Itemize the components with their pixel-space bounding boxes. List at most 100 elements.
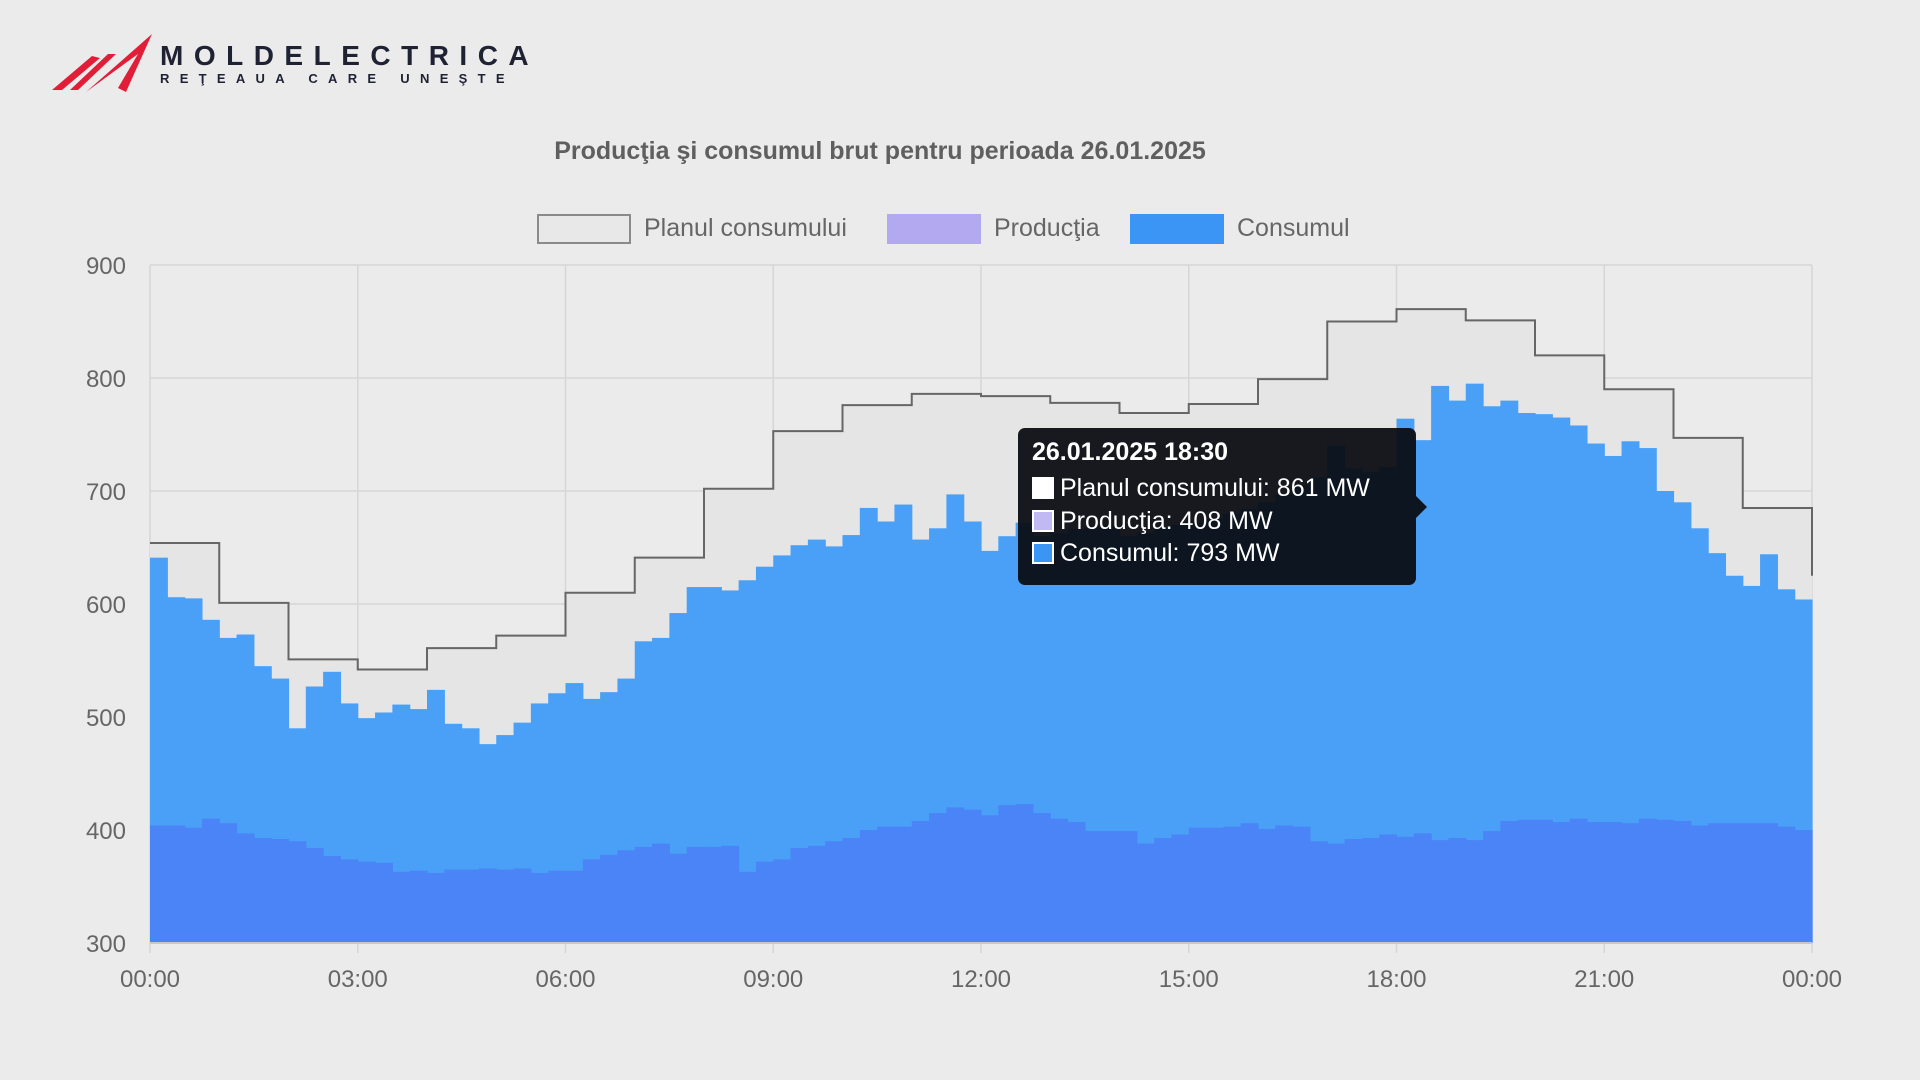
tooltip-label-plan: Planul consumului: 861 MW [1060, 473, 1370, 502]
productia-bar [1154, 837, 1173, 943]
productia-bar [427, 872, 445, 943]
productia-bar [392, 871, 411, 943]
chart-axes: 300 400 500 600 700 800 900 00:00 03:00 06:00 09:0… [86, 253, 1842, 993]
productia-bar [496, 869, 515, 943]
legend-swatch [537, 214, 631, 244]
productia-bar [409, 870, 428, 943]
consumul-bar [1517, 413, 1536, 943]
productia-bar [1621, 823, 1640, 943]
productia-bar [461, 869, 480, 943]
productia-bar [1431, 840, 1450, 943]
productia-bar [981, 815, 999, 943]
tooltip-row-productia: Producţia: 408 MW [1032, 506, 1273, 536]
productia-bar [1725, 823, 1744, 943]
productia-bar [253, 837, 272, 943]
productia-bar [686, 846, 705, 943]
productia-bar [1673, 820, 1692, 943]
productia-bar [1206, 827, 1224, 943]
productia-bar [530, 872, 549, 943]
productia-bar [1708, 823, 1727, 943]
tooltip-title: 26.01.2025 18:30 [1032, 438, 1229, 466]
x-tick-label: 21:00 [1574, 966, 1634, 993]
tooltip-arrow [1416, 496, 1427, 518]
productia-bar [1258, 828, 1276, 943]
productia-bar [1050, 818, 1069, 943]
productia-bar [669, 853, 688, 943]
consumul-bar [1569, 425, 1588, 944]
productia-bar [548, 870, 567, 943]
productia-bar [1465, 840, 1484, 943]
productia-bar [790, 848, 809, 943]
y-tick-label: 500 [86, 705, 126, 732]
x-tick-label: 12:00 [951, 966, 1011, 993]
productia-bar [375, 862, 393, 943]
productia-bar [1102, 831, 1121, 943]
consumul-bar [1465, 383, 1484, 943]
productia-bar [184, 827, 203, 943]
consumul-bar [755, 566, 774, 943]
productia-bar [1760, 823, 1778, 943]
x-tick-label: 00:00 [120, 966, 180, 993]
productia-bar [1638, 818, 1657, 943]
tooltip-label-consumul: Consumul: 793 MW [1060, 538, 1280, 567]
productia-bar [513, 868, 532, 943]
productia-bar [1309, 841, 1328, 943]
productia-bar [1188, 827, 1207, 943]
x-tick-label: 00:00 [1782, 966, 1842, 993]
consumul-bar [1379, 467, 1398, 943]
consumul-bar [1500, 400, 1519, 944]
x-tick-label: 18:00 [1366, 966, 1426, 993]
brand-logo: MOLDELECTRICA REŢEAUA CARE UNEŞTE [52, 30, 572, 100]
consumul-bar [1344, 468, 1363, 943]
productia-bar [738, 871, 757, 943]
productia-bar [150, 825, 168, 943]
productia-bar [1396, 836, 1415, 943]
productia-bar [998, 805, 1017, 943]
productia-bar [1413, 833, 1432, 943]
productia-bar [1569, 818, 1588, 943]
productia-bar [357, 861, 376, 943]
y-tick-label: 400 [86, 818, 126, 845]
consumul-bar [1136, 532, 1155, 943]
productia-bar [1275, 825, 1294, 943]
productia-bar [1552, 822, 1571, 943]
productia-bar [963, 809, 982, 943]
productia-bar [1500, 820, 1519, 943]
chart-title: Producţia şi consumul brut pentru perioa… [554, 137, 1206, 165]
productia-bar [1448, 837, 1467, 943]
productia-bar [271, 839, 290, 943]
productia-bar [1742, 823, 1761, 943]
productia-bar [1517, 819, 1536, 943]
productia-bar [236, 833, 255, 943]
productia-bar [1327, 843, 1346, 943]
consumul-bar [1535, 414, 1553, 943]
consumul-bar [738, 580, 757, 943]
productia-bar [478, 868, 497, 943]
productia-bar [1136, 843, 1155, 943]
consumul-bar [1604, 455, 1623, 943]
legend-swatch [887, 214, 981, 244]
consumul-bar [1621, 441, 1640, 943]
productia-bar [1535, 819, 1553, 943]
consumul-bar [1483, 406, 1501, 943]
productia-bar [1032, 813, 1051, 943]
productia-bar [755, 861, 774, 943]
productia-bar [652, 843, 670, 943]
tooltip-swatch-plan [1032, 477, 1054, 499]
plan-line [150, 308, 1813, 671]
productia-bar [1240, 823, 1259, 943]
productia-bar [1379, 834, 1398, 943]
legend-label: Planul consumului [644, 214, 847, 242]
productia-bar [167, 825, 186, 943]
productia-bar [773, 859, 792, 943]
tooltip-row-consumul: Consumul: 793 MW [1032, 538, 1280, 568]
productia-bar [444, 869, 463, 943]
tooltip-swatch-consumul [1032, 542, 1054, 564]
productia-bar [1084, 831, 1103, 943]
productia-bar [704, 846, 722, 943]
productia-bar [340, 859, 359, 943]
productia-bar [323, 855, 342, 943]
consumul-bar [1413, 440, 1432, 943]
brand-name: MOLDELECTRICA [160, 40, 540, 71]
x-tick-label: 15:00 [1159, 966, 1219, 993]
